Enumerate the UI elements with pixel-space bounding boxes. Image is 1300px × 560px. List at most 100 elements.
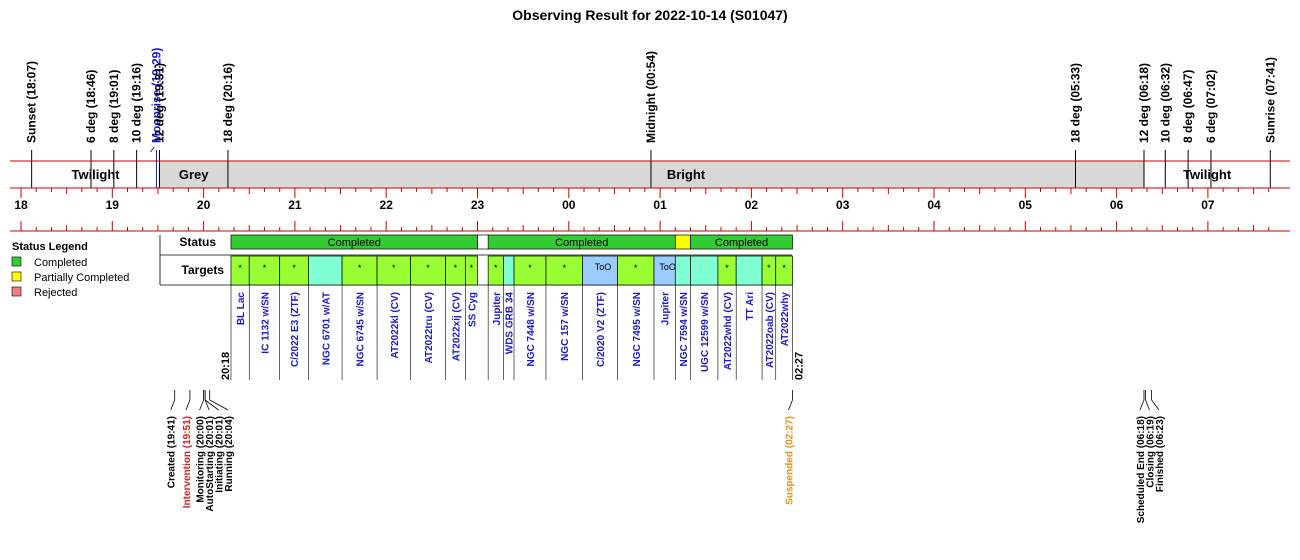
sky-band-bright-2 <box>227 161 1144 188</box>
target-block-4 <box>341 255 378 286</box>
hour-tick-label-07: 07 <box>1201 198 1215 212</box>
target-name-c-2022-e3-ztf-2: C/2022 E3 (ZTF) <box>290 292 301 367</box>
target-mark-18: * <box>725 263 729 273</box>
sky-band-label-twilight-3: Twilight <box>1183 167 1232 182</box>
legend-swatch-completed <box>11 256 22 267</box>
legend-label-completed: Completed <box>34 257 87 269</box>
sky-band-row: Twilight Grey Bright Twilight <box>31 161 1271 188</box>
target-name-ngc-7594-w-sn-16: NGC 7594 w/SN <box>679 292 690 366</box>
status-block-label-1: Completed <box>555 237 608 249</box>
top-event-label-13: Sunrise (07:41) <box>1263 57 1277 143</box>
hour-tick-label-21: 21 <box>288 198 302 212</box>
status-row-label: Status <box>179 235 216 249</box>
target-name-ngc-6701-w-at-3: NGC 6701 w/AT <box>321 292 332 365</box>
target-mark-9: * <box>494 263 498 273</box>
top-event-label-8: 18 deg (05:33) <box>1069 63 1083 143</box>
hour-tick-label-01: 01 <box>653 198 667 212</box>
bottom-event-label-3: AutoStarting (20:01) <box>205 416 216 512</box>
target-mark-8: * <box>470 263 474 273</box>
target-block-13 <box>582 255 618 286</box>
sky-band-label-twilight-0: Twilight <box>71 167 120 182</box>
target-name-c-2020-v2-ztf-13: C/2020 V2 (ZTF) <box>596 292 607 367</box>
target-mark-21: * <box>782 263 786 273</box>
target-name-ngc-157-w-sn-12: NGC 157 w/SN <box>560 292 571 361</box>
top-event-label-5: 12 deg (19:31) <box>152 63 166 143</box>
top-event-label-0: Sunset (18:07) <box>25 61 39 143</box>
status-legend: Status Legend Completed Partially Comple… <box>11 241 129 299</box>
bottom-event-label-5: Running (20:04) <box>224 416 235 492</box>
target-block-17 <box>690 255 719 286</box>
top-event-label-7: Midnight (00:54) <box>644 51 658 143</box>
target-name-ugc-12599-w-sn-17: UGC 12599 w/SN <box>700 292 711 372</box>
target-name-ss-cyg-8: SS Cyg <box>467 292 478 327</box>
target-mark-12: * <box>562 263 566 273</box>
top-event-label-2: 8 deg (19:01) <box>107 70 121 143</box>
target-name-at2022xij-cv-7: AT2022xij (CV) <box>451 292 462 361</box>
status-target-rows: Status Targets <box>179 235 224 277</box>
target-mark-20: * <box>767 263 771 273</box>
bottom-event-label-9: Finished (06:23) <box>1155 416 1166 492</box>
bottom-event-connector-0 <box>170 399 176 411</box>
target-name-at2022whd-cv-18: AT2022whd (CV) <box>723 292 734 370</box>
target-mark-2: * <box>292 263 296 273</box>
hour-axis: 18 19 20 21 22 23 00 01 02 03 04 05 06 07 <box>10 160 1290 232</box>
sky-band-label-grey-1: Grey <box>179 167 209 182</box>
target-block-19 <box>735 255 763 286</box>
legend-title: Status Legend <box>12 241 88 253</box>
hour-tick-label-22: 22 <box>380 198 394 212</box>
top-event-label-3: 10 deg (19:16) <box>130 63 144 143</box>
bottom-event-label-4: Initiating (20:01) <box>215 416 226 493</box>
bottom-event-connector-3 <box>204 399 210 411</box>
hour-tick-label-04: 04 <box>927 198 941 212</box>
target-name-jupiter-15: Jupiter <box>661 292 672 325</box>
bottom-event-label-2: Monitoring (20:00) <box>196 416 207 503</box>
bottom-event-connector-7 <box>1139 399 1145 411</box>
bottom-event-connector-4 <box>204 399 219 411</box>
target-mark-6: * <box>426 263 430 273</box>
top-event-label-10: 10 deg (06:32) <box>1158 63 1172 143</box>
legend-label-rejected: Rejected <box>34 287 77 299</box>
hour-tick-label-23: 23 <box>471 198 485 212</box>
hour-tick-label-06: 06 <box>1110 198 1124 212</box>
bottom-event-connector-2 <box>199 399 204 411</box>
top-event-label-6: 18 deg (20:16) <box>221 63 235 143</box>
status-block-3 <box>690 234 793 250</box>
sky-band-grey-1 <box>159 161 228 188</box>
top-event-label-1: 6 deg (18:46) <box>84 70 98 143</box>
hour-tick-label-00: 00 <box>562 198 576 212</box>
top-event-label-4: Moonrise (19:29) <box>149 48 163 143</box>
top-event-markers: Sunset (18:07) 6 deg (18:46) 8 deg (19:01)… <box>25 48 1277 188</box>
target-name-ngc-7448-w-sn-11: NGC 7448 w/SN <box>526 292 537 366</box>
target-name-ic-1132-w-sn-1: IC 1132 w/SN <box>260 292 271 354</box>
hour-tick-label-03: 03 <box>836 198 850 212</box>
status-block-label-3: Completed <box>715 237 768 249</box>
status-block-label-0: Completed <box>328 237 381 249</box>
run-start-label: 20:18 <box>220 352 232 380</box>
target-name-at2022tru-cv-6: AT2022tru (CV) <box>424 292 435 364</box>
bottom-event-markers: Created (19:41) Intervention (19:51) Monit… <box>167 390 1166 523</box>
target-block-2 <box>279 255 309 286</box>
target-block-3 <box>308 255 343 286</box>
hour-tick-label-02: 02 <box>745 198 759 212</box>
sky-band-label-bright-2: Bright <box>667 167 706 182</box>
target-mark-0: * <box>238 263 242 273</box>
legend-label-partial: Partially Completed <box>34 272 129 284</box>
bottom-event-connector-1 <box>185 399 191 411</box>
status-block-2 <box>674 234 691 250</box>
target-name-tt-ari-19: TT Ari <box>745 292 756 321</box>
target-mark-15: ToO <box>659 262 676 272</box>
target-block-1 <box>248 255 281 286</box>
hour-tick-label-05: 05 <box>1019 198 1033 212</box>
top-event-label-9: 12 deg (06:18) <box>1137 63 1151 143</box>
bottom-event-connector-5 <box>209 399 229 411</box>
bottom-event-connector-9 <box>1151 399 1160 411</box>
target-name-at2022oab-cv-20: AT2022oab (CV) <box>765 292 776 368</box>
target-name-jupiter-9: Jupiter <box>492 292 503 325</box>
target-mark-4: * <box>358 263 362 273</box>
target-mark-13: ToO <box>595 262 612 272</box>
bottom-event-label-6: Suspended (02:27) <box>784 416 795 505</box>
target-mark-5: * <box>392 263 396 273</box>
targets-row-label: Targets <box>182 263 225 277</box>
target-mark-11: * <box>528 263 532 273</box>
bottom-event-connector-8 <box>1145 399 1150 411</box>
